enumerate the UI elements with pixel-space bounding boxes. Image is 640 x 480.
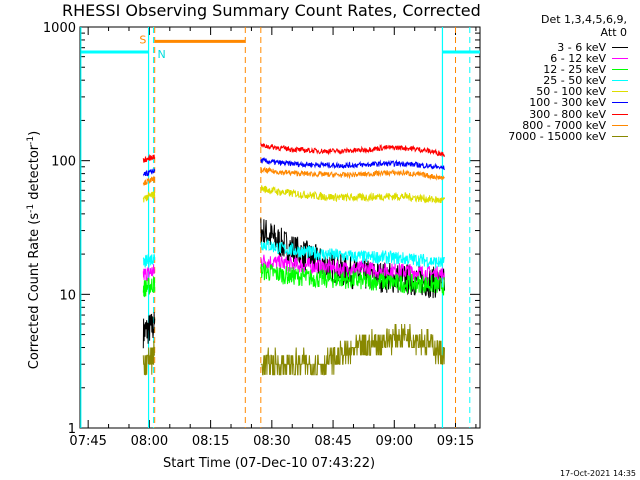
legend-swatch	[612, 47, 628, 48]
legend-entry: 12 - 25 keV	[478, 64, 628, 75]
detector-info: Det 1,3,4,5,6,9, Att 0	[487, 13, 627, 39]
y-axis-title-exp-2: -1	[25, 135, 36, 145]
series-line-5	[142, 168, 156, 177]
y-tick-label: 10	[59, 288, 76, 303]
x-tick-label: 09:00	[376, 434, 413, 449]
series-line-3	[142, 252, 156, 269]
x-tick-label: 07:45	[69, 434, 106, 449]
legend-entry: 7000 - 15000 keV	[478, 131, 628, 142]
y-axis-title-mid: detector	[27, 144, 43, 204]
legend-swatch	[612, 135, 628, 137]
legend-label: 25 - 50 keV	[543, 74, 606, 88]
saa-marker-label: S	[139, 33, 146, 46]
legend-swatch	[612, 58, 628, 60]
series-line-1	[142, 264, 156, 282]
legend-swatch	[612, 113, 628, 115]
series-line-7	[260, 166, 445, 181]
night-marker-label: N	[158, 48, 166, 61]
series-layer	[142, 142, 445, 376]
timestamp: 17-Oct-2021 14:35	[560, 469, 636, 478]
legend-label: 100 - 300 keV	[529, 96, 606, 110]
legend-entry: 3 - 6 keV	[478, 42, 628, 53]
series-line-2	[260, 262, 445, 296]
legend-swatch	[612, 69, 628, 71]
legend-label: 800 - 7000 keV	[522, 118, 606, 132]
series-line-4	[142, 191, 156, 203]
attenuator-state: Att 0	[600, 26, 627, 39]
y-axis-title-prefix: Corrected Count Rate (s	[27, 212, 43, 370]
legend-entry: 50 - 100 keV	[478, 86, 628, 97]
detector-list: Det 1,3,4,5,6,9,	[540, 13, 627, 26]
legend-entry: 800 - 7000 keV	[478, 120, 628, 131]
legend-label: 6 - 12 keV	[550, 52, 606, 66]
x-axis-title: Start Time (07-Dec-10 07:43:22)	[163, 456, 376, 471]
legend-swatch	[612, 80, 628, 82]
series-line-7	[142, 175, 156, 186]
x-tick-label: 08:15	[192, 434, 229, 449]
legend-entry: 300 - 800 keV	[478, 109, 628, 120]
x-tick-label: 09:15	[437, 434, 474, 449]
series-line-3	[260, 239, 445, 269]
legend-swatch	[612, 124, 628, 126]
legend: 3 - 6 keV 6 - 12 keV 12 - 25 keV 25 - 50 ke…	[478, 42, 628, 142]
x-tick-label: 08:45	[314, 434, 351, 449]
series-line-6	[260, 142, 445, 158]
y-tick-label: 100	[51, 155, 76, 170]
legend-entry: 25 - 50 keV	[478, 75, 628, 86]
series-line-4	[260, 185, 445, 204]
series-line-6	[142, 154, 156, 163]
y-axis-title: Corrected Count Rate (s-1 detector-1)	[26, 131, 42, 369]
y-axis-title-exp-1: -1	[25, 203, 36, 213]
series-line-8	[142, 340, 155, 376]
legend-label: 50 - 100 keV	[536, 85, 606, 99]
legend-label: 12 - 25 keV	[543, 63, 606, 77]
plot-frame	[79, 26, 481, 429]
legend-entry: 6 - 12 keV	[478, 53, 628, 64]
y-tick-label: 1000	[43, 21, 76, 36]
series-line-0	[142, 312, 156, 349]
y-axis-title-suffix: )	[27, 130, 43, 136]
x-tick-label: 08:30	[253, 434, 290, 449]
legend-label: 7000 - 15000 keV	[508, 129, 606, 143]
chart-title: RHESSI Observing Summary Count Rates, Co…	[62, 1, 481, 20]
series-line-8	[260, 323, 445, 376]
legend-swatch	[612, 102, 628, 104]
series-line-2	[142, 276, 156, 298]
series-line-5	[260, 157, 445, 171]
y-tick-label: 1	[68, 422, 76, 437]
legend-entry: 100 - 300 keV	[478, 97, 628, 108]
tick-layer: 1 10 100 1000 07:45 08:00 08:15 08:30 08:45 09:00…	[43, 21, 480, 449]
legend-label: 3 - 6 keV	[557, 41, 606, 54]
legend-swatch	[612, 91, 628, 93]
x-tick-label: 08:00	[131, 434, 168, 449]
legend-label: 300 - 800 keV	[529, 107, 606, 121]
